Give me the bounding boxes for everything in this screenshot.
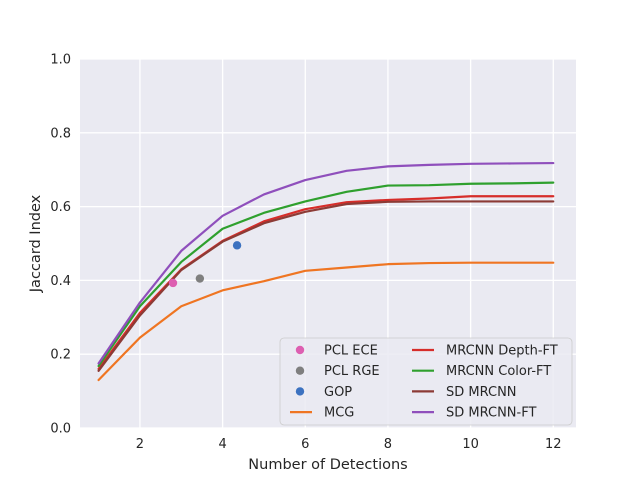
- point-gop: [232, 241, 242, 250]
- legend-label-pcl-ece: PCL ECE: [324, 344, 378, 359]
- point-pcl-rge: [195, 274, 205, 283]
- legend-label-mcg: MCG: [324, 406, 354, 421]
- x-tick-label: 12: [545, 437, 562, 452]
- x-axis-label: Number of Detections: [248, 457, 407, 473]
- legend-label-mrcnn-depth-ft: MRCNN Depth-FT: [446, 344, 558, 359]
- y-tick-label: 0.6: [50, 200, 71, 215]
- legend-marker-pcl-rge: [295, 366, 305, 375]
- y-tick-label: 0.0: [50, 422, 71, 437]
- x-tick-label: 2: [136, 437, 144, 452]
- y-tick-label: 0.8: [50, 126, 71, 141]
- x-tick-label: 8: [384, 437, 392, 452]
- y-tick-label: 1.0: [50, 53, 71, 68]
- legend-label-sd-mrcnn-ft: SD MRCNN-FT: [446, 406, 536, 421]
- y-tick-label: 0.4: [50, 274, 71, 289]
- y-tick-label: 0.2: [50, 348, 71, 363]
- legend: PCL ECE PCL RGE GOP MCG MRCNN Depth-FT MRCNN …: [279, 337, 573, 426]
- x-tick-label: 4: [218, 437, 226, 452]
- y-axis-label: Jaccard Index: [28, 194, 44, 293]
- series-line-sd-mrcnn-ft: [97, 161, 555, 365]
- legend-marker-pcl-ece: [295, 345, 305, 355]
- series-line-sd-mrcnn: [97, 200, 555, 372]
- scatter-points: [168, 241, 242, 288]
- legend-label-pcl-rge: PCL RGE: [324, 364, 380, 379]
- x-tick-label: 10: [462, 437, 479, 452]
- x-tick-label: 6: [301, 437, 309, 452]
- series-line-mrcnn-color-ft: [97, 181, 555, 368]
- legend-marker-gop: [295, 387, 305, 396]
- legend-box: [279, 337, 573, 426]
- legend-label-sd-mrcnn: SD MRCNN: [446, 385, 517, 400]
- series-line-mcg: [97, 261, 555, 382]
- legend-label-mrcnn-color-ft: MRCNN Color-FT: [446, 364, 551, 379]
- series-lines: [97, 161, 555, 382]
- point-pcl-ece: [168, 278, 178, 288]
- tick-labels: 2 4 6 8 10 12 0.0 0.2 0.4 0.6 0.8 1.0: [50, 53, 561, 453]
- legend-label-gop: GOP: [324, 385, 352, 400]
